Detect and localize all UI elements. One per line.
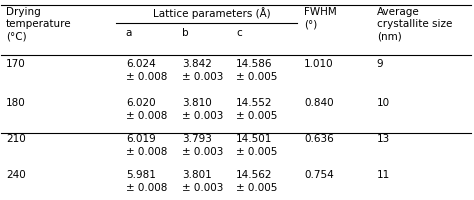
Text: FWHM
(°): FWHM (°) xyxy=(304,7,337,29)
Text: 0.636: 0.636 xyxy=(304,134,334,144)
Text: 170: 170 xyxy=(6,59,26,69)
Text: 9: 9 xyxy=(377,59,383,69)
Text: b: b xyxy=(182,28,189,38)
Text: 1.010: 1.010 xyxy=(304,59,334,69)
Text: 180: 180 xyxy=(6,98,26,108)
Text: 6.019
± 0.008: 6.019 ± 0.008 xyxy=(126,134,167,157)
Text: 6.024
± 0.008: 6.024 ± 0.008 xyxy=(126,59,167,82)
Text: 6.020
± 0.008: 6.020 ± 0.008 xyxy=(126,98,167,121)
Text: c: c xyxy=(236,28,242,38)
Text: a: a xyxy=(126,28,132,38)
Text: 5.981
± 0.008: 5.981 ± 0.008 xyxy=(126,170,167,193)
Text: 3.793
± 0.003: 3.793 ± 0.003 xyxy=(182,134,223,157)
Text: 3.842
± 0.003: 3.842 ± 0.003 xyxy=(182,59,223,82)
Text: 210: 210 xyxy=(6,134,26,144)
Text: 3.801
± 0.003: 3.801 ± 0.003 xyxy=(182,170,223,193)
Text: 3.810
± 0.003: 3.810 ± 0.003 xyxy=(182,98,223,121)
Text: 14.501
± 0.005: 14.501 ± 0.005 xyxy=(236,134,277,157)
Text: Lattice parameters (Å): Lattice parameters (Å) xyxy=(153,7,270,19)
Text: 10: 10 xyxy=(377,98,390,108)
Text: 13: 13 xyxy=(377,134,390,144)
Text: 14.562
± 0.005: 14.562 ± 0.005 xyxy=(236,170,277,193)
Text: 14.586
± 0.005: 14.586 ± 0.005 xyxy=(236,59,277,82)
Text: 0.840: 0.840 xyxy=(304,98,334,108)
Text: 0.754: 0.754 xyxy=(304,170,334,180)
Text: 14.552
± 0.005: 14.552 ± 0.005 xyxy=(236,98,277,121)
Text: Drying
temperature
(°C): Drying temperature (°C) xyxy=(6,7,72,42)
Text: 11: 11 xyxy=(377,170,390,180)
Text: Average
crystallite size
(nm): Average crystallite size (nm) xyxy=(377,7,452,42)
Text: 240: 240 xyxy=(6,170,26,180)
